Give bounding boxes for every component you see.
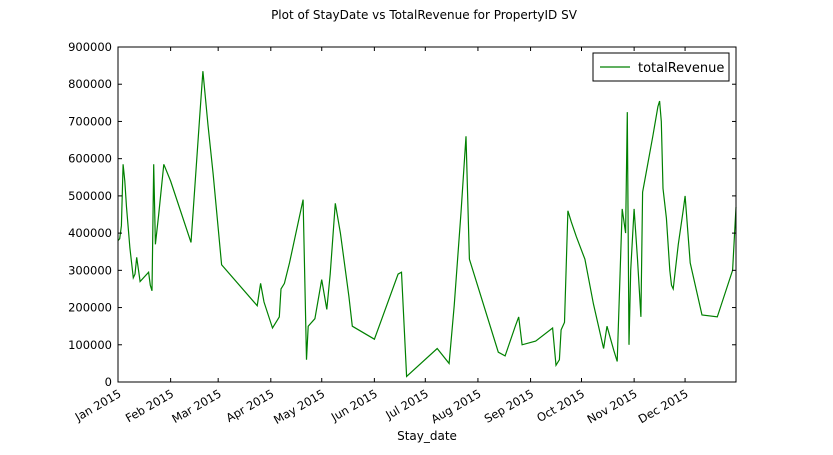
y-tick-label: 0 (105, 375, 112, 389)
x-axis-label: Stay_date (397, 429, 457, 443)
y-axis: 0 100000 200000 300000 400000 500000 600000 700… (68, 40, 736, 389)
x-tick-label: Nov 2015 (585, 386, 640, 426)
axes-frame (117, 46, 737, 383)
series-line-totalRevenue (117, 71, 737, 378)
x-tick-label: Jul 2015 (382, 386, 430, 422)
y-tick-label: 300000 (68, 263, 112, 277)
y-tick-label: 100000 (68, 338, 112, 352)
x-tick-label: Oct 2015 (534, 386, 587, 425)
y-tick-label: 200000 (68, 301, 112, 315)
y-tick-label: 500000 (68, 189, 112, 203)
y-tick-label: 700000 (68, 114, 112, 128)
x-tick-label: Sep 2015 (482, 386, 536, 425)
y-tick-label: 900000 (68, 40, 112, 54)
x-tick-label: Feb 2015 (123, 386, 176, 425)
x-tick-label: Apr 2015 (224, 386, 277, 425)
x-tick-label: Aug 2015 (428, 386, 483, 426)
x-tick-label: Jun 2015 (328, 386, 380, 424)
x-tick-label: Mar 2015 (169, 386, 223, 425)
legend-label-totalRevenue: totalRevenue (638, 61, 724, 76)
y-tick-label: 600000 (68, 152, 112, 166)
y-tick-label: 400000 (68, 226, 112, 240)
x-tick-label: May 2015 (271, 386, 327, 426)
chart-title: Plot of StayDate vs TotalRevenue for Pro… (271, 8, 578, 22)
x-tick-label: Jan 2015 (72, 386, 124, 424)
y-tick-label: 800000 (68, 77, 112, 91)
legend: totalRevenue (592, 52, 730, 82)
plot-area (117, 46, 737, 383)
x-tick-label: Dec 2015 (636, 386, 691, 426)
